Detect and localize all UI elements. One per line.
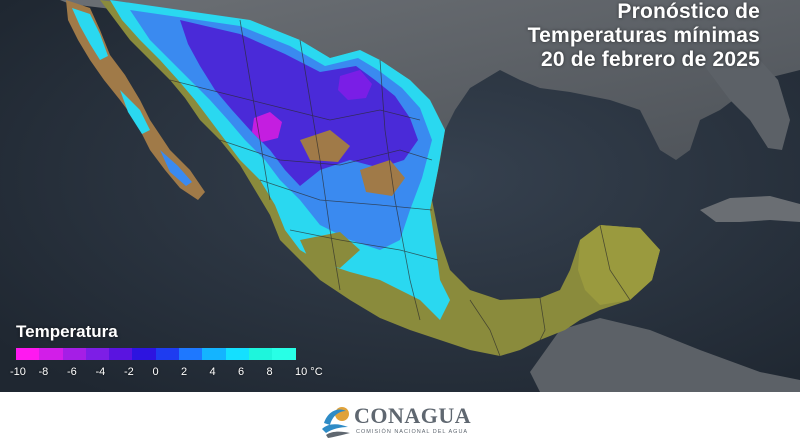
florida (700, 60, 790, 150)
state-borders (169, 19, 631, 357)
central-america (530, 318, 800, 392)
logo-name: CONAGUA (354, 403, 472, 428)
baja-cold-north (72, 8, 108, 60)
legend-tick-label: -6 (67, 366, 77, 378)
cold-zone-indigo (180, 20, 418, 186)
legend-tick-label: -4 (95, 366, 106, 378)
map-title: Pronóstico de Temperaturas mínimas 20 de… (528, 0, 760, 72)
legend-swatch (155, 348, 180, 360)
legend-title: Temperatura (16, 322, 118, 341)
terrain-patch-b (360, 160, 405, 196)
usa-landmass (60, 0, 800, 160)
legend-swatch (225, 348, 249, 360)
map-panel: Pronóstico de Temperaturas mínimas 20 de… (0, 0, 800, 392)
footer (0, 392, 800, 445)
cuba (700, 196, 800, 222)
water-drop-icon (322, 407, 350, 438)
terrain-patch-a (300, 130, 350, 162)
legend-ticks: -10 -8 -6 -4 -2 0 2 4 6 8 10 °C (10, 366, 330, 382)
legend-swatch (109, 348, 133, 360)
legend-tick-label: 10 °C (295, 366, 323, 378)
legend-tick-label: -8 (38, 366, 49, 378)
legend-swatch (202, 348, 226, 360)
legend-swatch (179, 348, 203, 360)
logo-subtitle: COMISIÓN NACIONAL DEL AGUA (356, 429, 469, 435)
legend-swatch (62, 348, 86, 360)
legend-tick-label: 8 (266, 366, 273, 378)
baja-cold-mid (120, 90, 150, 134)
conagua-logo: CONAGUA COMISIÓN NACIONAL DEL AGUA (318, 401, 488, 439)
legend-tick-label: -2 (124, 366, 134, 378)
legend-tick-label: 2 (181, 366, 188, 378)
legend-tick-label: 4 (209, 366, 216, 378)
title-line-3: 20 de febrero de 2025 (541, 48, 760, 71)
title-line-2: Temperaturas mínimas (527, 24, 760, 47)
legend-swatch (16, 348, 40, 360)
legend-tick-label: -10 (10, 366, 26, 378)
cold-zone-magenta (252, 112, 282, 142)
forecast-map (0, 0, 800, 392)
legend-swatch (132, 348, 156, 360)
cold-patch-d (380, 250, 424, 280)
legend-tick-label: 0 (152, 366, 159, 378)
title-line-1: Pronóstico de (617, 0, 760, 23)
legend-swatch (272, 348, 296, 360)
cold-zone-violet (338, 70, 372, 100)
baja-cold-south (160, 150, 192, 186)
legend-swatch (248, 348, 273, 360)
legend-swatch (85, 348, 110, 360)
legend-tick-label: 6 (238, 366, 245, 378)
legend-color-bar (16, 348, 296, 360)
legend-swatch (39, 348, 63, 360)
yucatan (578, 225, 660, 305)
